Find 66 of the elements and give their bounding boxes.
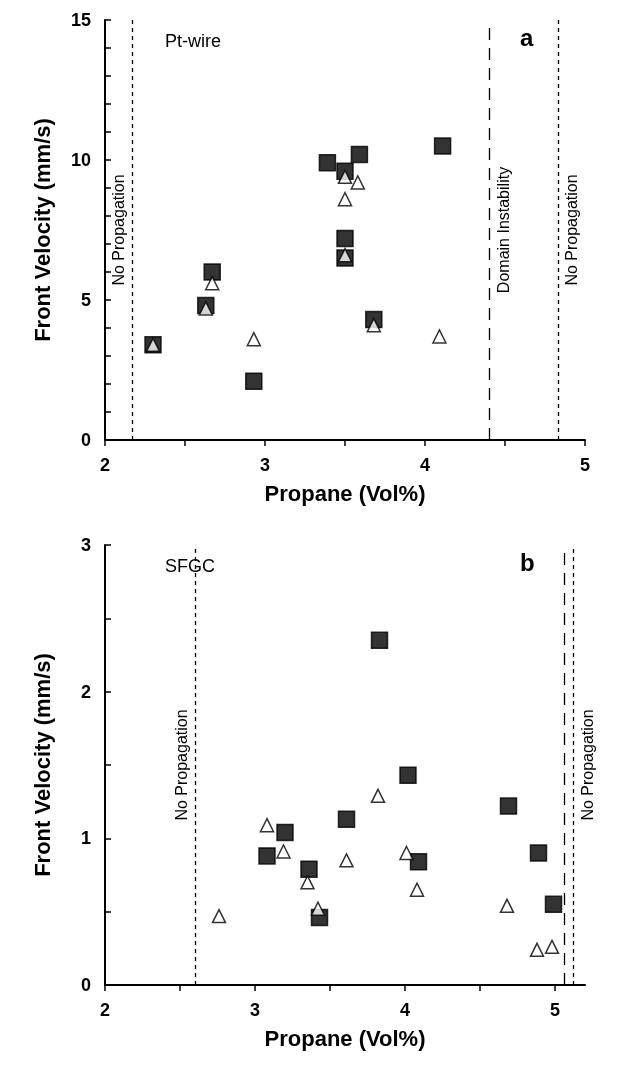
point xyxy=(544,895,563,914)
point xyxy=(529,942,545,958)
point xyxy=(276,823,294,842)
point xyxy=(337,247,353,263)
y-tick-label: 3 xyxy=(80,535,91,555)
point xyxy=(203,263,221,281)
point xyxy=(339,853,354,868)
point xyxy=(246,331,262,347)
point xyxy=(300,860,318,878)
point xyxy=(310,901,326,916)
annotation: Pt-wire xyxy=(165,31,222,51)
point xyxy=(350,145,369,164)
point xyxy=(370,631,389,650)
annotation: a xyxy=(520,23,534,51)
ref-line-label: No Propagation xyxy=(563,174,581,286)
y-tick-label: 10 xyxy=(70,150,91,170)
point xyxy=(433,137,452,155)
point xyxy=(399,766,417,785)
point xyxy=(245,372,263,390)
y-axis-title: Front Velocity (mm/s) xyxy=(29,118,55,342)
ref-line-label: Domain Instability xyxy=(494,166,512,294)
y-tick-label: 1 xyxy=(80,828,91,849)
point xyxy=(432,329,447,344)
x-tick-label: 3 xyxy=(249,1000,261,1020)
ref-line-label: No Propagation xyxy=(172,709,190,821)
x-tick-label: 5 xyxy=(549,1000,561,1020)
point xyxy=(370,788,386,804)
point xyxy=(529,844,548,862)
x-tick-label: 2 xyxy=(99,1000,111,1020)
point xyxy=(409,882,425,897)
y-axis-title: Front Velocity (mm/s) xyxy=(29,653,55,877)
point xyxy=(258,847,276,865)
point xyxy=(259,817,275,833)
x-tick-label: 4 xyxy=(399,1000,411,1020)
annotation: b xyxy=(520,548,535,576)
x-tick-label: 4 xyxy=(419,455,431,475)
y-tick-label: 2 xyxy=(80,681,91,702)
x-tick-label: 2 xyxy=(99,455,111,475)
y-tick-label: 0 xyxy=(80,975,91,995)
point xyxy=(409,853,428,871)
x-tick-label: 5 xyxy=(579,455,591,475)
x-axis-title: Propane (Vol%) xyxy=(264,480,426,506)
x-axis-title: Propane (Vol%) xyxy=(264,1025,426,1051)
annotation: SFGC xyxy=(165,556,216,576)
ref-line-label: No Propagation xyxy=(578,709,596,821)
point xyxy=(276,844,291,859)
ref-line-label: No Propagation xyxy=(109,174,127,286)
point xyxy=(544,939,560,955)
point xyxy=(399,845,414,861)
point xyxy=(300,875,315,890)
point xyxy=(337,810,356,829)
point xyxy=(198,301,214,316)
point xyxy=(211,908,227,924)
point xyxy=(337,169,353,185)
y-tick-label: 5 xyxy=(80,290,91,310)
point xyxy=(336,229,354,248)
point xyxy=(337,191,353,207)
y-tick-label: 15 xyxy=(70,10,91,30)
point xyxy=(204,275,220,291)
point xyxy=(366,317,382,333)
y-tick-label: 0 xyxy=(80,430,91,450)
point xyxy=(499,797,518,815)
point xyxy=(318,154,337,172)
point xyxy=(499,898,515,914)
point xyxy=(350,175,366,190)
x-tick-label: 3 xyxy=(259,455,271,475)
